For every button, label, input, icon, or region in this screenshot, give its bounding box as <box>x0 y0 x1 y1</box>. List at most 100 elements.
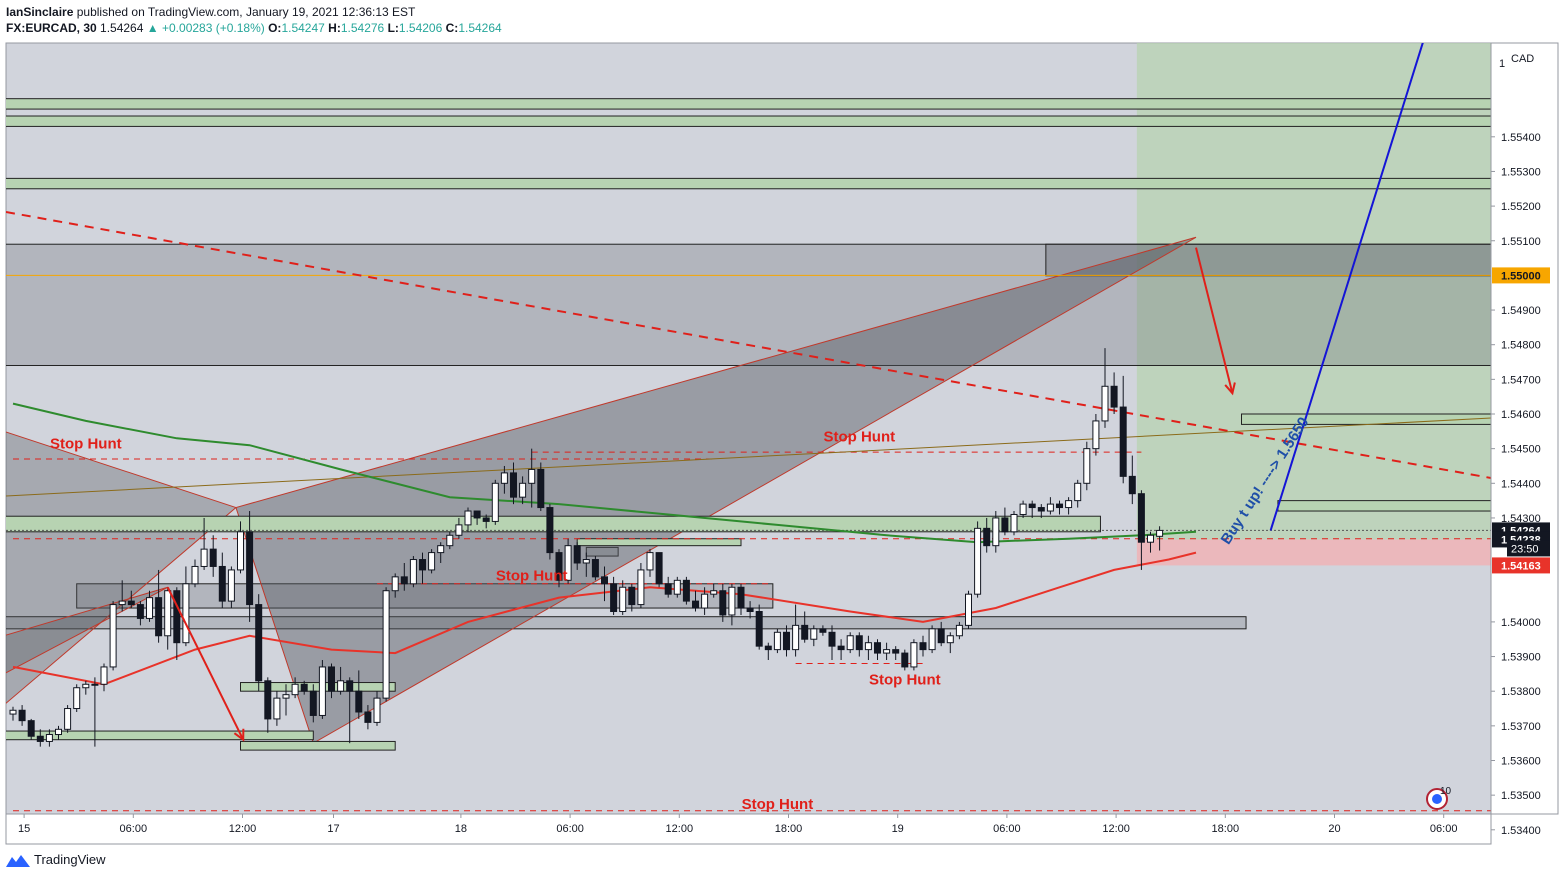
price-tick-label: 1.55200 <box>1501 201 1541 213</box>
candle-body-up <box>237 531 244 571</box>
candle <box>901 649 909 671</box>
candle-body-up <box>519 482 527 498</box>
candle <box>191 559 199 588</box>
candle <box>55 725 62 740</box>
candle-body-down <box>764 645 772 651</box>
candle <box>391 573 399 598</box>
green-zone-5 <box>1277 500 1491 512</box>
candle-body-down <box>346 680 354 692</box>
candle <box>728 583 736 626</box>
candle <box>855 632 863 657</box>
candle-body-up <box>382 590 390 699</box>
symbol-label[interactable]: FX:EURCAD, 30 <box>6 21 97 35</box>
candle-body-down <box>874 642 881 654</box>
candle-body-up <box>910 642 918 668</box>
candle-body-up <box>1092 420 1100 450</box>
candle <box>664 576 672 598</box>
candle-body-down <box>983 527 991 547</box>
candle-body-up <box>1156 529 1164 537</box>
candle-body-down <box>682 579 690 602</box>
candle <box>801 611 809 643</box>
green-zone-8 <box>240 740 396 751</box>
price-tick-label: 1.53400 <box>1501 825 1541 837</box>
candle <box>82 680 90 695</box>
candle <box>209 535 217 577</box>
candle-body-down <box>255 604 263 682</box>
candle <box>673 576 681 598</box>
candle-body-up <box>82 683 90 689</box>
candle <box>18 705 26 726</box>
candle <box>1101 348 1109 428</box>
candle-body-up <box>582 559 590 564</box>
candle-body-down <box>328 666 335 692</box>
candle-body-up <box>955 624 963 637</box>
indicator-badge-count: 10 <box>1440 786 1452 797</box>
candle-body-down <box>209 548 217 567</box>
candle <box>409 556 417 588</box>
candle <box>1056 500 1063 515</box>
candle-body-down <box>828 631 836 647</box>
green-zone-2 <box>6 177 1491 190</box>
green-zone-4 <box>1241 413 1491 425</box>
candle <box>610 576 618 615</box>
brand-name: TradingView <box>34 852 106 867</box>
publish-line: IanSinclaire published on TradingView.co… <box>6 4 502 20</box>
candle-body-down <box>136 604 144 619</box>
candle <box>1083 441 1091 491</box>
time-tick-label: 12:00 <box>666 823 694 835</box>
price-tick-label: 1.54800 <box>1501 340 1541 352</box>
candle <box>591 556 599 581</box>
candle-body-up <box>9 709 17 715</box>
time-tick-label: 06:00 <box>993 823 1021 835</box>
candle <box>983 517 991 553</box>
candle-body-up <box>773 631 781 651</box>
candle <box>237 521 244 574</box>
candle-body-down <box>155 597 163 637</box>
candle-body-up <box>227 569 235 602</box>
candle <box>455 517 463 539</box>
candle <box>419 552 426 584</box>
candle-body-up <box>200 548 208 567</box>
candle <box>883 642 891 661</box>
candle-body-up <box>191 565 199 585</box>
candle <box>737 583 745 615</box>
green-zone-9 <box>240 682 396 692</box>
price-tick-label: 1.54600 <box>1501 409 1541 421</box>
time-tick-labels: 15 06:00 12:00 17 18 06:00 12:00 18:00 19 06:00 12… <box>18 814 1457 835</box>
time-axis <box>5 813 1492 845</box>
candle-body-up <box>273 697 281 720</box>
candle <box>64 705 72 733</box>
candle <box>864 635 872 661</box>
candle-body-up <box>974 527 982 595</box>
candle <box>1110 372 1118 414</box>
price-tick-label: 1.55300 <box>1501 166 1541 178</box>
price-tick-label: 1.54500 <box>1501 444 1541 456</box>
candle-body-down <box>364 711 372 723</box>
candle-body-down <box>36 735 44 742</box>
candle-body-down <box>937 628 945 644</box>
price-tick-label: 1.54000 <box>1501 617 1541 629</box>
time-tick-label: 18 <box>455 823 467 835</box>
candle-body-up <box>1101 385 1109 422</box>
candle-body-down <box>801 624 809 640</box>
candle <box>637 562 645 609</box>
author-name[interactable]: IanSinclaire <box>6 5 74 19</box>
candlestick-chart[interactable]: Stop Hunt Stop Hunt Stop Hunt Stop Hunt Stop… <box>0 0 1559 850</box>
time-tick-label: 15 <box>18 823 30 835</box>
candle <box>100 663 108 692</box>
candle-body-down <box>901 652 909 668</box>
green-zone-3 <box>1264 5 1523 19</box>
candle-body-down <box>628 586 636 606</box>
candle <box>1092 414 1100 456</box>
candle <box>992 511 1000 553</box>
candle <box>892 646 900 661</box>
candle-body-up <box>1010 513 1018 533</box>
blue-projection-line <box>1269 43 1424 531</box>
gray-zone-4 <box>585 546 619 557</box>
candle <box>218 552 226 609</box>
candle <box>1156 526 1164 551</box>
candle-body-up <box>673 579 681 595</box>
candle <box>655 552 663 588</box>
candle <box>1046 497 1054 515</box>
candle-body-up <box>1046 503 1054 512</box>
